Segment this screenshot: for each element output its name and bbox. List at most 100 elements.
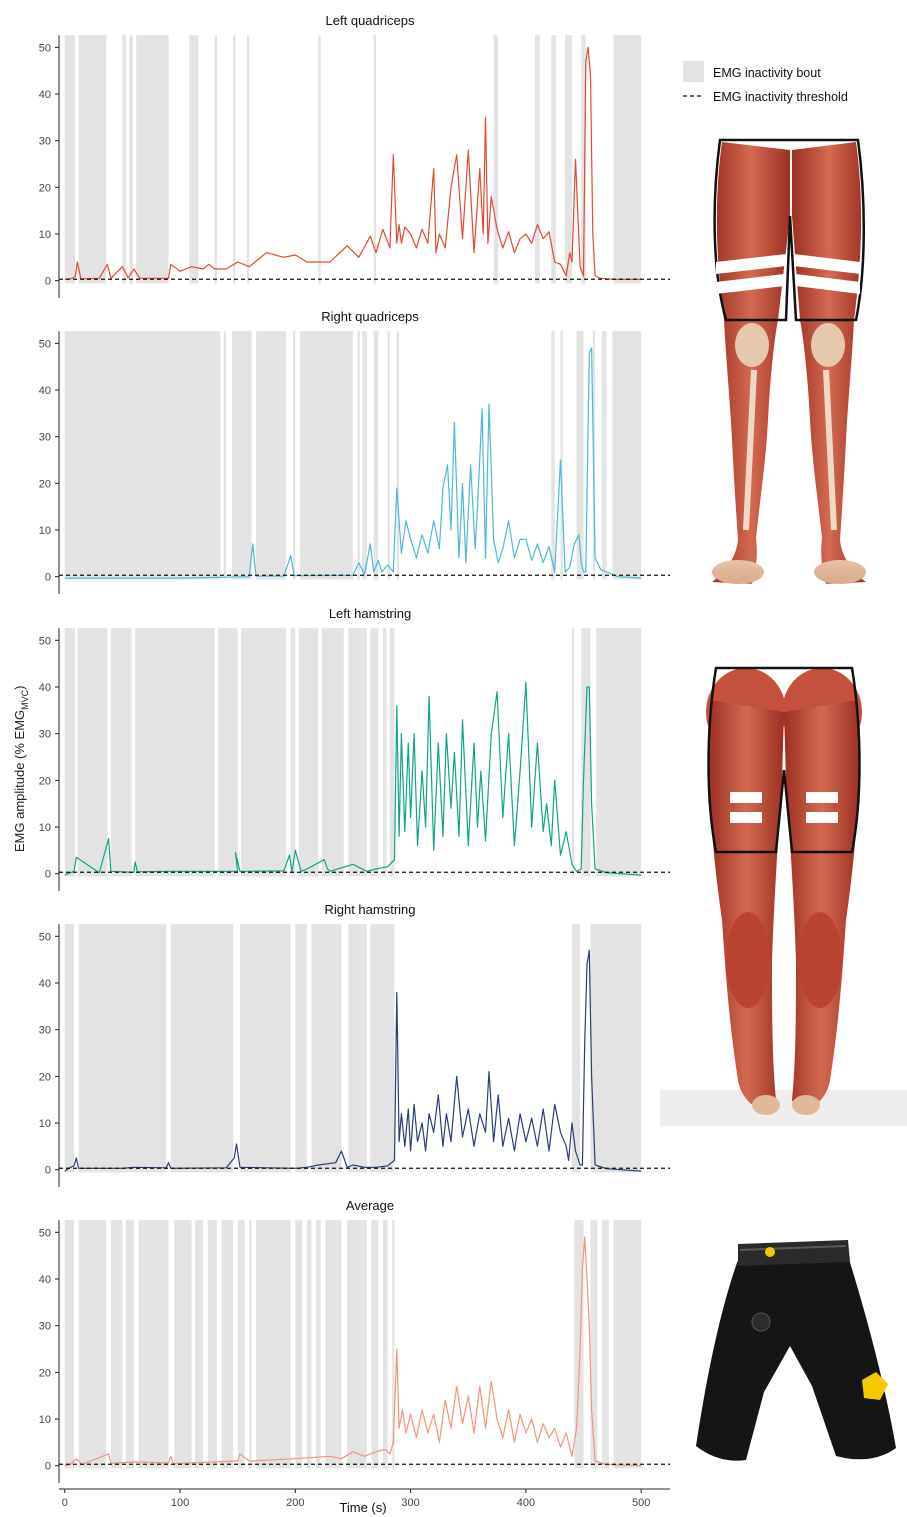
y-tick-label: 0 — [45, 1461, 51, 1473]
x-axis-title: Time (s) — [339, 1500, 386, 1515]
series-line — [64, 347, 642, 579]
y-tick-label: 10 — [39, 229, 51, 241]
inactivity-bout — [389, 628, 395, 877]
x-tick-label: 400 — [517, 1497, 535, 1509]
inactivity-bout — [295, 924, 307, 1173]
y-tick-label: 10 — [39, 1118, 51, 1130]
inactivity-bout — [125, 1220, 134, 1469]
inactivity-bout — [64, 1220, 74, 1469]
y-tick-label: 10 — [39, 525, 51, 537]
legend-bout-swatch — [683, 61, 704, 82]
inactivity-bout — [373, 331, 379, 580]
inactivity-bout — [325, 1220, 342, 1469]
inactivity-bout — [601, 1220, 609, 1469]
inactivity-bout — [348, 924, 367, 1173]
y-tick-label: 20 — [39, 1071, 51, 1083]
x-tick-label: 0 — [62, 1497, 68, 1509]
inactivity-bout — [246, 35, 250, 284]
y-tick-label: 50 — [39, 931, 51, 943]
y-tick-label: 10 — [39, 1414, 51, 1426]
inactivity-bout — [565, 35, 573, 284]
chart-panel: Left quadriceps 0 10 20 30 40 50 — [39, 13, 670, 298]
inactivity-bout — [576, 331, 584, 580]
inactivity-bout — [613, 35, 642, 284]
inactivity-bout — [382, 628, 387, 877]
inactivity-bout — [560, 331, 563, 580]
inactivity-bout — [362, 331, 367, 580]
inactivity-bout — [174, 1220, 192, 1469]
inactivity-bout — [110, 628, 132, 877]
chart-panel: Right hamstring 0 10 20 30 40 50 — [39, 902, 670, 1187]
inactivity-bout — [396, 331, 400, 580]
inactivity-bout — [311, 924, 342, 1173]
y-tick-label: 0 — [45, 572, 51, 584]
inactivity-bout — [493, 35, 499, 284]
y-tick-label: 40 — [39, 682, 51, 694]
inactivity-bout — [572, 924, 581, 1173]
inactivity-bout — [551, 35, 556, 284]
inactivity-bout — [370, 628, 379, 877]
inactivity-bout — [298, 628, 319, 877]
y-tick-label: 30 — [39, 1321, 51, 1333]
emg-sensor-icon — [751, 1312, 771, 1332]
inactivity-bout — [590, 1220, 598, 1469]
y-tick-label: 30 — [39, 1025, 51, 1037]
inactivity-bout — [64, 924, 74, 1173]
series-line — [64, 681, 642, 876]
y-tick-label: 20 — [39, 775, 51, 787]
y-tick-label: 0 — [45, 1165, 51, 1177]
series-line — [64, 46, 642, 280]
inactivity-bout — [64, 35, 76, 284]
inactivity-bout — [299, 331, 353, 580]
inactivity-bout — [170, 924, 234, 1173]
inactivity-bout — [373, 35, 377, 284]
inactivity-bout — [78, 1220, 107, 1469]
inactivity-bout — [231, 331, 252, 580]
y-tick-label: 50 — [39, 42, 51, 54]
y-tick-label: 30 — [39, 136, 51, 148]
x-tick-label: 200 — [286, 1497, 304, 1509]
inactivity-bout — [241, 628, 287, 877]
inactivity-bout — [535, 35, 540, 284]
inactivity-bout — [612, 331, 642, 580]
inactivity-bout — [214, 35, 217, 284]
y-tick-label: 40 — [39, 978, 51, 990]
y-tick-label: 10 — [39, 822, 51, 834]
inactivity-bout — [207, 1220, 217, 1469]
y-tick-label: 20 — [39, 478, 51, 490]
inactivity-bout — [392, 1220, 395, 1469]
inactivity-bout — [233, 35, 236, 284]
inactivity-bout — [122, 35, 126, 284]
inactivity-bout — [581, 35, 586, 284]
inactivity-bout — [237, 1220, 245, 1469]
y-tick-label: 0 — [45, 276, 51, 288]
inactivity-bout — [551, 331, 555, 580]
panel-title: Right hamstring — [324, 902, 415, 917]
x-tick-label: 300 — [401, 1497, 419, 1509]
inactivity-bout — [601, 331, 607, 580]
inactivity-bout — [572, 628, 575, 877]
inactivity-bout — [306, 1220, 312, 1469]
y-tick-label: 20 — [39, 182, 51, 194]
legend: EMG inactivity bout EMG inactivity thres… — [683, 61, 848, 104]
inactivity-bout — [574, 1220, 584, 1469]
inactivity-bout — [249, 1220, 252, 1469]
inactivity-bout — [110, 1220, 123, 1469]
y-tick-label: 20 — [39, 1367, 51, 1379]
inactivity-bout — [195, 1220, 204, 1469]
y-tick-label: 40 — [39, 385, 51, 397]
inactivity-bout — [357, 331, 360, 580]
inactivity-bout — [189, 35, 199, 284]
inactivity-bout — [316, 1220, 321, 1469]
inactivity-bout — [129, 35, 133, 284]
inactivity-bout — [239, 924, 291, 1173]
inactivity-bout — [221, 1220, 234, 1469]
y-tick-label: 30 — [39, 729, 51, 741]
brand-logo-badge — [765, 1247, 775, 1257]
panel-title: Left hamstring — [329, 606, 411, 621]
panel-title: Average — [346, 1198, 394, 1213]
inactivity-bout — [295, 1220, 303, 1469]
